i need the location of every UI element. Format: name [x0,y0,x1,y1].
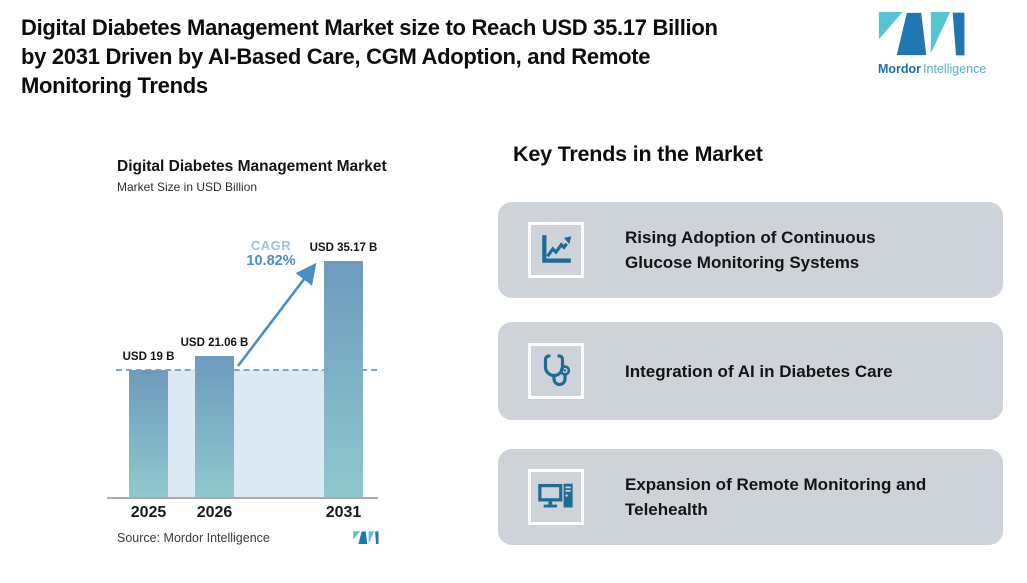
trend-label-line: Expansion of Remote Monitoring and [625,475,927,494]
bar-value-label: USD 35.17 B [309,242,378,254]
cagr-label: CAGR [250,238,292,253]
trend-card-ai: Integration of AI in Diabetes Care [498,322,1003,420]
trend-icon-box [528,469,584,525]
brand-logo: Mordor Intelligence [878,11,988,76]
mordor-intelligence-m-logo-icon-small [353,531,379,545]
trend-label-line: Telehealth [625,500,708,519]
chart-source: Source: Mordor Intelligence [117,531,270,545]
trend-card-label: Rising Adoption of Continuous Glucose Mo… [625,225,876,275]
trend-icon-box [528,343,584,399]
key-trends-heading: Key Trends in the Market [513,142,763,166]
page-title-line-1: Digital Diabetes Management Market size … [21,15,718,40]
cagr-annotation: CAGR 10.82% [211,238,331,269]
bar-2026 [195,356,234,497]
stethoscope-icon [543,354,571,387]
bar-2025 [129,370,168,497]
brand-name: Mordor Intelligence [878,62,988,76]
x-axis-line [107,497,378,499]
chart-source-row: Source: Mordor Intelligence [117,531,379,545]
page-title-line-3: Monitoring Trends [21,73,208,98]
brand-name-intelligence: Intelligence [923,62,987,76]
reference-dashed-line [116,369,377,371]
trend-card-telehealth: Expansion of Remote Monitoring and Teleh… [498,449,1003,545]
x-axis-tick-label: 2026 [196,504,233,521]
trend-label-line: Rising Adoption of Continuous [625,228,876,247]
x-axis-tick-label: 2031 [325,504,362,521]
x-axis-tick-label: 2025 [130,504,167,521]
page-title-line-2: by 2031 Driven by AI-Based Care, CGM Ado… [21,44,651,69]
chart-title: Digital Diabetes Management Market [117,158,387,175]
trend-icon-box [528,222,584,278]
desktop-computer-icon [538,483,573,508]
line-chart-growth-icon [542,235,572,263]
bar-2031 [324,261,363,497]
page-title: Digital Diabetes Management Market size … [21,13,718,100]
trend-label-line: Glucose Monitoring Systems [625,253,860,272]
trend-card-label: Integration of AI in Diabetes Care [625,359,893,384]
bar-value-label: USD 21.06 B [180,337,249,349]
trend-card-cgm: Rising Adoption of Continuous Glucose Mo… [498,202,1003,298]
cagr-value: 10.82% [246,253,296,269]
mordor-intelligence-m-logo-icon [878,11,966,57]
trend-label-line: Integration of AI in Diabetes Care [625,361,893,381]
bar-value-label: USD 19 B [122,351,175,363]
trend-card-label: Expansion of Remote Monitoring and Teleh… [625,472,926,522]
brand-name-mordor: Mordor [878,62,922,76]
chart-subtitle: Market Size in USD Billion [117,180,258,194]
